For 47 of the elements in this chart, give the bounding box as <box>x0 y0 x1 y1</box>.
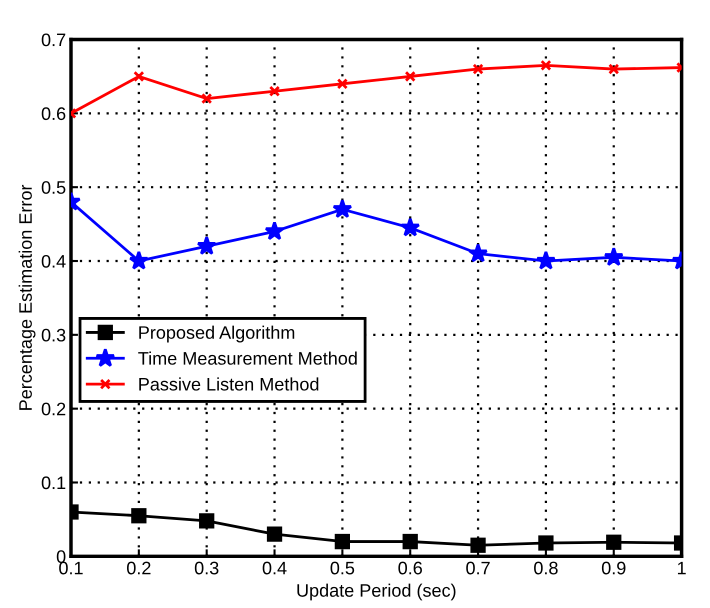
point <box>334 534 350 550</box>
point <box>536 250 556 270</box>
x-axis-title: Update Period (sec) <box>297 584 456 600</box>
x-tick-label: 1 <box>678 562 686 574</box>
legend-label: Proposed Algorithm <box>139 326 294 342</box>
point <box>400 217 420 236</box>
x-tick-label: 0.7 <box>466 562 490 574</box>
point <box>540 60 552 71</box>
legend-label: Time Measurement Method <box>138 352 357 365</box>
point <box>606 534 622 550</box>
point <box>336 78 348 90</box>
point <box>128 250 149 270</box>
y-tick-label: 0.7 <box>42 33 66 46</box>
point <box>468 243 488 262</box>
y-tick-label: 0.5 <box>42 181 66 194</box>
point <box>201 93 212 104</box>
x-tick-label: 0.1 <box>59 562 83 574</box>
point <box>266 526 282 542</box>
legend-label: Passive Listen Method <box>139 377 318 391</box>
y-axis-title: Percentage Estimation Error <box>18 184 36 410</box>
y-tick-label: 0.2 <box>42 402 66 416</box>
point <box>199 513 214 529</box>
y-tick-label: 0 <box>56 550 66 564</box>
x-tick-label: 0.4 <box>262 562 287 574</box>
point <box>608 63 620 75</box>
x-tick-label: 0.5 <box>330 562 354 574</box>
point <box>268 86 280 97</box>
point <box>470 538 486 553</box>
y-tick-label: 0.6 <box>42 107 66 120</box>
x-tick-label: 0.8 <box>534 562 558 574</box>
y-tick-label: 0.3 <box>42 328 66 342</box>
point <box>133 70 144 82</box>
y-tick-label: 0.4 <box>42 254 66 268</box>
x-tick-label: 0.3 <box>194 562 218 574</box>
x-tick-label: 0.2 <box>127 562 150 574</box>
point <box>404 70 416 82</box>
point <box>472 63 484 75</box>
point <box>402 534 418 550</box>
x-tick-label: 0.6 <box>398 562 422 574</box>
point <box>604 246 624 266</box>
point <box>196 236 217 255</box>
point <box>131 508 146 524</box>
point <box>538 535 554 551</box>
x-tick-label: 0.9 <box>602 562 626 574</box>
point <box>264 221 285 240</box>
y-tick-label: 0.1 <box>42 476 66 490</box>
point <box>332 198 352 218</box>
